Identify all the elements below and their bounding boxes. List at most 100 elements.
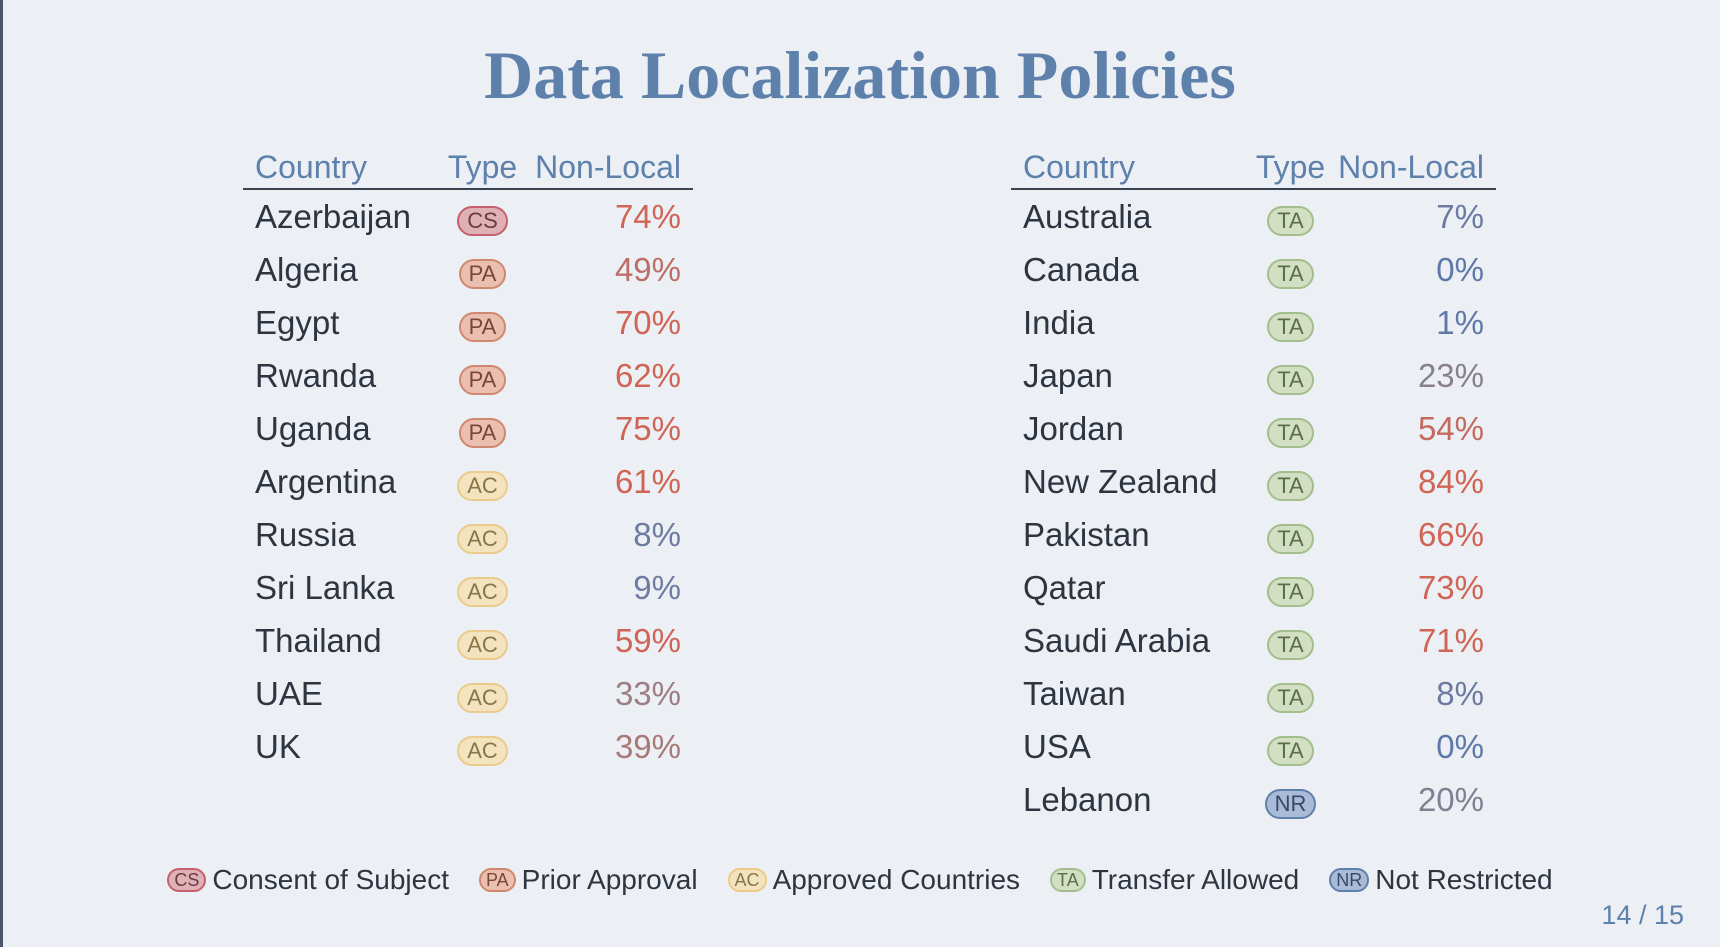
table-row: Canada TA 0% bbox=[1011, 243, 1496, 296]
type-badge-pa: PA bbox=[458, 364, 507, 395]
legend-item-ac: AC Approved Countries bbox=[727, 864, 1021, 896]
country-name: UK bbox=[255, 727, 301, 765]
table-row: UAE AC 33% bbox=[243, 667, 693, 720]
nonlocal-percent: 73% bbox=[1417, 568, 1484, 606]
nonlocal-percent: 70% bbox=[614, 303, 681, 341]
country-name: Australia bbox=[1023, 197, 1152, 235]
type-badge-ta: TA bbox=[1267, 258, 1314, 289]
country-name: Lebanon bbox=[1023, 780, 1152, 818]
country-name: Argentina bbox=[255, 462, 397, 500]
country-name: Rwanda bbox=[255, 356, 377, 394]
country-name: Russia bbox=[255, 515, 356, 553]
type-cell: TA bbox=[1243, 304, 1338, 342]
header-nonlocal: Non-Local bbox=[535, 149, 681, 185]
type-cell: TA bbox=[1243, 357, 1338, 395]
type-badge-ta: TA bbox=[1267, 364, 1314, 395]
header-type: Type bbox=[1255, 149, 1326, 185]
type-badge-cs: CS bbox=[167, 868, 207, 892]
type-badge-nr: NR bbox=[1264, 788, 1317, 819]
type-badge-cs: CS bbox=[457, 205, 508, 236]
country-name: Qatar bbox=[1023, 568, 1106, 606]
country-name: Pakistan bbox=[1023, 515, 1150, 553]
type-cell: AC bbox=[435, 569, 530, 607]
type-cell: TA bbox=[1243, 675, 1338, 713]
legend-item-nr: NR Not Restricted bbox=[1329, 864, 1553, 896]
type-badge-pa: PA bbox=[458, 417, 507, 448]
type-cell: AC bbox=[435, 516, 530, 554]
type-cell: AC bbox=[435, 675, 530, 713]
nonlocal-percent: 33% bbox=[614, 674, 681, 712]
page-number: 14 / 15 bbox=[1601, 900, 1684, 930]
legend-label: Transfer Allowed bbox=[1091, 864, 1300, 895]
type-cell: AC bbox=[435, 728, 530, 766]
table-row: New Zealand TA 84% bbox=[1011, 455, 1496, 508]
country-name: USA bbox=[1023, 727, 1091, 765]
nonlocal-percent: 66% bbox=[1417, 515, 1484, 553]
table-row: Azerbaijan CS 74% bbox=[243, 190, 693, 243]
table-header: Country Type Non-Local bbox=[243, 142, 693, 190]
left-policy-table: Country Type Non-Local Azerbaijan CS 74% Al… bbox=[243, 142, 693, 773]
type-badge-ta: TA bbox=[1267, 523, 1314, 554]
type-badge-ac: AC bbox=[457, 682, 508, 713]
type-cell: PA bbox=[435, 251, 530, 289]
type-badge-ta: TA bbox=[1050, 868, 1086, 892]
type-badge-ac: AC bbox=[457, 576, 508, 607]
type-cell: PA bbox=[435, 410, 530, 448]
legend-label: Prior Approval bbox=[521, 864, 698, 895]
nonlocal-percent: 8% bbox=[633, 515, 681, 553]
type-badge-ta: TA bbox=[1267, 682, 1314, 713]
type-badge-nr: NR bbox=[1329, 868, 1370, 892]
table-row: Egypt PA 70% bbox=[243, 296, 693, 349]
type-badge-ta: TA bbox=[1267, 417, 1314, 448]
table-header: Country Type Non-Local bbox=[1011, 142, 1496, 190]
country-name: Algeria bbox=[255, 250, 358, 288]
table-row: Uganda PA 75% bbox=[243, 402, 693, 455]
type-legend: CS Consent of Subject PA Prior Approval AC Ap… bbox=[0, 864, 1720, 896]
type-cell: TA bbox=[1243, 463, 1338, 501]
nonlocal-percent: 1% bbox=[1436, 303, 1484, 341]
table-row: Argentina AC 61% bbox=[243, 455, 693, 508]
type-cell: TA bbox=[1243, 569, 1338, 607]
country-name: Thailand bbox=[255, 621, 382, 659]
nonlocal-percent: 39% bbox=[614, 727, 681, 765]
header-type: Type bbox=[447, 149, 518, 185]
country-name: Sri Lanka bbox=[255, 568, 395, 606]
type-cell: PA bbox=[435, 304, 530, 342]
table-row: Saudi Arabia TA 71% bbox=[1011, 614, 1496, 667]
nonlocal-percent: 71% bbox=[1417, 621, 1484, 659]
table-row: Pakistan TA 66% bbox=[1011, 508, 1496, 561]
legend-item-pa: PA Prior Approval bbox=[478, 864, 698, 896]
type-badge-ac: AC bbox=[457, 523, 508, 554]
nonlocal-percent: 54% bbox=[1417, 409, 1484, 447]
nonlocal-percent: 7% bbox=[1436, 197, 1484, 235]
type-badge-ta: TA bbox=[1267, 311, 1314, 342]
table-row: Taiwan TA 8% bbox=[1011, 667, 1496, 720]
country-name: India bbox=[1023, 303, 1095, 341]
header-country: Country bbox=[255, 149, 368, 185]
country-name: Uganda bbox=[255, 409, 371, 447]
type-cell: AC bbox=[435, 622, 530, 660]
table-row: Sri Lanka AC 9% bbox=[243, 561, 693, 614]
type-cell: CS bbox=[435, 198, 530, 236]
type-badge-ta: TA bbox=[1267, 735, 1314, 766]
legend-item-ta: TA Transfer Allowed bbox=[1050, 864, 1299, 896]
type-cell: TA bbox=[1243, 516, 1338, 554]
type-cell: TA bbox=[1243, 622, 1338, 660]
type-badge-ac: AC bbox=[727, 868, 767, 892]
type-badge-pa: PA bbox=[478, 868, 516, 892]
type-cell: TA bbox=[1243, 728, 1338, 766]
nonlocal-percent: 84% bbox=[1417, 462, 1484, 500]
header-nonlocal: Non-Local bbox=[1338, 149, 1484, 185]
type-badge-ta: TA bbox=[1267, 629, 1314, 660]
legend-label: Approved Countries bbox=[772, 864, 1021, 895]
window-edge bbox=[0, 0, 3, 947]
type-cell: AC bbox=[435, 463, 530, 501]
table-row: India TA 1% bbox=[1011, 296, 1496, 349]
type-badge-ta: TA bbox=[1267, 470, 1314, 501]
type-badge-ac: AC bbox=[457, 470, 508, 501]
country-name: Egypt bbox=[255, 303, 340, 341]
type-badge-ta: TA bbox=[1267, 576, 1314, 607]
country-name: Jordan bbox=[1023, 409, 1124, 447]
slide-title: Data Localization Policies bbox=[484, 37, 1236, 113]
table-row: Lebanon NR 20% bbox=[1011, 773, 1496, 826]
